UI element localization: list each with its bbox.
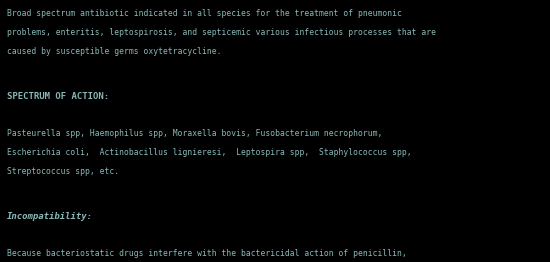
- Text: Because bacteriostatic drugs interfere with the bactericidal action of penicilli: Because bacteriostatic drugs interfere w…: [7, 249, 406, 258]
- Text: Pasteurella spp, Haemophilus spp, Moraxella bovis, Fusobacterium necrophorum,: Pasteurella spp, Haemophilus spp, Moraxe…: [7, 129, 382, 138]
- Text: Escherichia coli,  Actinobacillus lignieresi,  Leptospira spp,  Staphylococcus s: Escherichia coli, Actinobacillus lignier…: [7, 148, 411, 157]
- Text: Streptococcus spp, etc.: Streptococcus spp, etc.: [7, 167, 119, 176]
- Text: SPECTRUM OF ACTION:: SPECTRUM OF ACTION:: [7, 92, 109, 101]
- Text: Broad spectrum antibiotic indicated in all species for the treatment of pneumoni: Broad spectrum antibiotic indicated in a…: [7, 9, 402, 18]
- Text: Incompatibility:: Incompatibility:: [7, 212, 92, 221]
- Text: caused by susceptible germs oxytetracycline.: caused by susceptible germs oxytetracycl…: [7, 47, 221, 56]
- Text: problems, enteritis, leptospirosis, and septicemic various infectious processes : problems, enteritis, leptospirosis, and …: [7, 28, 436, 37]
